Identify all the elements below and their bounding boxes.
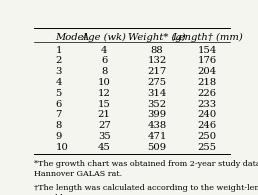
Text: 204: 204 bbox=[198, 67, 217, 76]
Text: 314: 314 bbox=[148, 89, 167, 98]
Text: Model: Model bbox=[55, 33, 87, 42]
Text: 8: 8 bbox=[55, 121, 62, 130]
Text: Weight* (g): Weight* (g) bbox=[128, 33, 186, 42]
Text: 9: 9 bbox=[55, 132, 62, 141]
Text: 132: 132 bbox=[148, 56, 167, 65]
Text: 226: 226 bbox=[198, 89, 217, 98]
Text: 471: 471 bbox=[148, 132, 167, 141]
Text: *The growth chart was obtained from 2-year study data on the Wistar
Hannover GAL: *The growth chart was obtained from 2-ye… bbox=[34, 160, 258, 178]
Text: 6: 6 bbox=[55, 100, 61, 109]
Text: †The length was calculated according to the weight-length formula given by
Donal: †The length was calculated according to … bbox=[34, 184, 258, 195]
Text: 246: 246 bbox=[198, 121, 217, 130]
Text: 275: 275 bbox=[148, 78, 167, 87]
Text: 12: 12 bbox=[98, 89, 111, 98]
Text: 45: 45 bbox=[98, 143, 111, 152]
Text: 3: 3 bbox=[55, 67, 62, 76]
Text: 4: 4 bbox=[101, 46, 108, 55]
Text: 6: 6 bbox=[101, 56, 107, 65]
Text: 240: 240 bbox=[198, 110, 217, 119]
Text: 4: 4 bbox=[55, 78, 62, 87]
Text: 509: 509 bbox=[148, 143, 167, 152]
Text: 27: 27 bbox=[98, 121, 111, 130]
Text: 10: 10 bbox=[55, 143, 68, 152]
Text: 218: 218 bbox=[198, 78, 217, 87]
Text: 8: 8 bbox=[101, 67, 107, 76]
Text: Age (wk): Age (wk) bbox=[82, 33, 127, 42]
Text: 5: 5 bbox=[55, 89, 62, 98]
Text: 217: 217 bbox=[148, 67, 167, 76]
Text: 1: 1 bbox=[55, 46, 62, 55]
Text: 438: 438 bbox=[148, 121, 167, 130]
Text: 176: 176 bbox=[198, 56, 217, 65]
Text: 399: 399 bbox=[148, 110, 167, 119]
Text: 21: 21 bbox=[98, 110, 111, 119]
Text: 7: 7 bbox=[55, 110, 62, 119]
Text: 35: 35 bbox=[98, 132, 111, 141]
Text: 154: 154 bbox=[198, 46, 217, 55]
Text: Length† (mm): Length† (mm) bbox=[172, 33, 243, 42]
Text: 233: 233 bbox=[198, 100, 217, 109]
Text: 88: 88 bbox=[151, 46, 164, 55]
Text: 352: 352 bbox=[148, 100, 167, 109]
Text: 10: 10 bbox=[98, 78, 111, 87]
Text: 250: 250 bbox=[198, 132, 217, 141]
Text: 15: 15 bbox=[98, 100, 111, 109]
Text: 255: 255 bbox=[198, 143, 217, 152]
Text: 2: 2 bbox=[55, 56, 62, 65]
